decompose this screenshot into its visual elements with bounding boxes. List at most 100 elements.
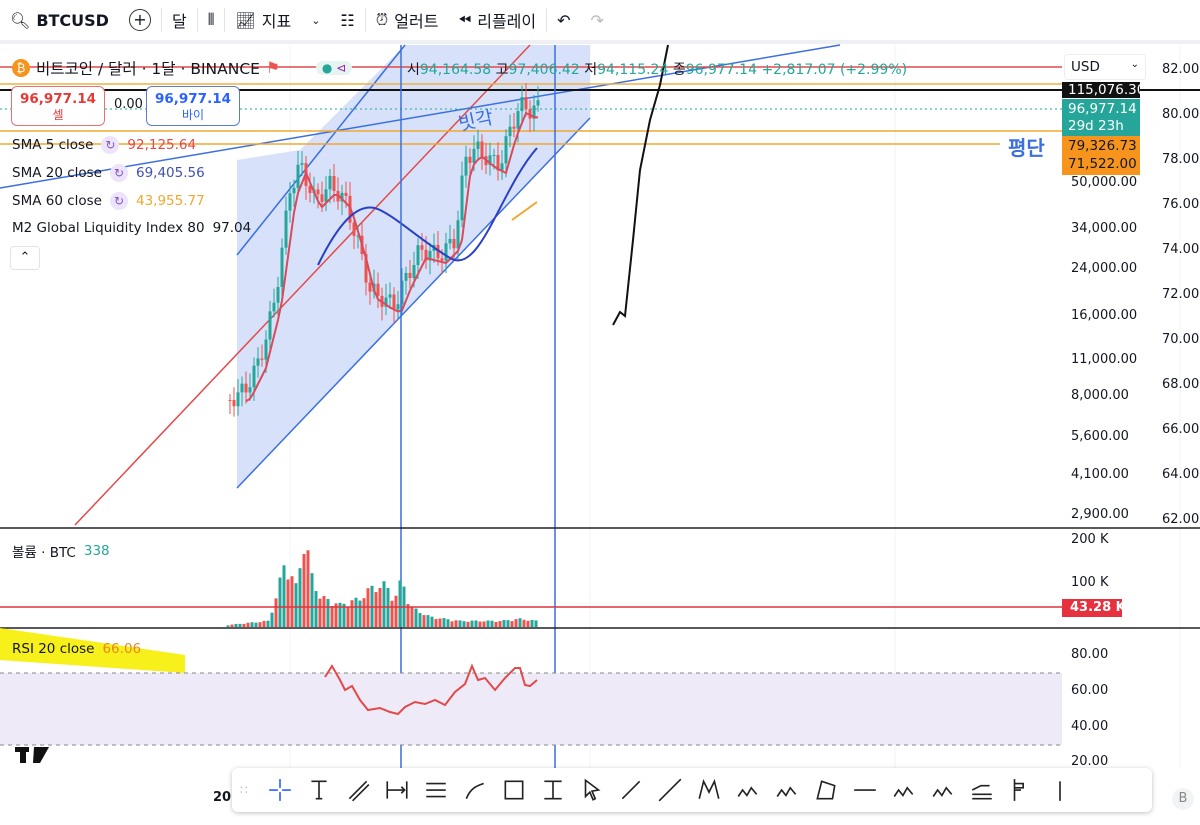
candle-body xyxy=(520,97,524,112)
candle-body xyxy=(468,156,472,163)
volume-bar xyxy=(494,621,498,627)
line-icon xyxy=(621,780,640,800)
m2-axis-label: 68.00 xyxy=(1162,377,1200,392)
rsi-band xyxy=(0,673,1062,745)
collapse-legend-button[interactable]: ⌃ xyxy=(10,246,40,270)
candle-body xyxy=(460,175,464,221)
price-axis-label: 4,100.00 xyxy=(1071,467,1129,482)
annotation-pyeongdan[interactable]: 평단 xyxy=(1008,136,1045,160)
tool-text[interactable] xyxy=(299,772,338,808)
alert-button[interactable]: ⏰︎ 얼러트 xyxy=(375,10,439,31)
indicator-m2[interactable]: M2 Global Liquidity Index 80 97.04 xyxy=(12,220,252,236)
tool-price-range[interactable] xyxy=(533,772,572,808)
indicator-sma60[interactable]: SMA 60 close ↻ 43,955.77 xyxy=(12,192,205,210)
chevron-down-icon: ⌄ xyxy=(311,13,321,27)
price-axis-label: 50,000.00 xyxy=(1071,175,1138,190)
drag-handle-icon[interactable]: ∷ xyxy=(240,783,248,797)
tool-date-range[interactable] xyxy=(377,772,416,808)
symbol-title[interactable]: 비트코인 / 달러 · 1달 · BINANCE xyxy=(36,60,260,78)
currency-select[interactable]: USD ⌄ xyxy=(1064,54,1146,80)
volume-bar xyxy=(530,619,534,627)
candle-body xyxy=(388,294,392,298)
replay-button[interactable]: ⏪︎ 리플레이 xyxy=(458,10,537,31)
volume-bar xyxy=(418,613,422,627)
indicators-icon: 📈︎ xyxy=(235,10,256,30)
tool-elliott-15[interactable] xyxy=(728,772,767,808)
rsi-legend[interactable]: RSI 20 close 66.06 xyxy=(12,641,142,657)
interval-button[interactable]: 달 xyxy=(171,12,187,31)
sma60-line xyxy=(511,201,538,221)
last-price-tag: 96,977.14 29d 23h xyxy=(1062,99,1140,136)
volume-bar xyxy=(466,621,470,627)
sell-button[interactable]: 96,977.14 셀 xyxy=(11,86,105,126)
undo-button[interactable]: ↶ xyxy=(547,0,580,40)
tool-crosshair[interactable] xyxy=(260,772,299,808)
orange-price-tag: 79,326.73 71,522.00 xyxy=(1062,136,1140,175)
parallel-channel-icon xyxy=(425,782,446,798)
indicators-button[interactable]: 📈︎ 지표 ⌄ xyxy=(235,10,321,32)
search-icon: 🔍︎ xyxy=(10,10,31,30)
tool-rectangle[interactable] xyxy=(494,772,533,808)
indicator-sma20[interactable]: SMA 20 close ↻ 69,405.56 xyxy=(12,164,205,182)
volume-bar xyxy=(382,581,386,627)
candle-body xyxy=(476,141,480,149)
tool-wxy[interactable] xyxy=(884,772,923,808)
volume-bar xyxy=(426,615,430,627)
wxy-icon xyxy=(893,786,913,797)
volume-bar xyxy=(442,618,446,627)
volume-legend[interactable]: 볼륨 · BTC 338 xyxy=(12,543,110,561)
tool-arrow-cursor[interactable] xyxy=(572,772,611,808)
tool-line[interactable] xyxy=(611,772,650,808)
volume-bar xyxy=(334,603,338,627)
brush-icon xyxy=(465,782,484,799)
candle-body xyxy=(344,192,348,196)
candle-body xyxy=(288,193,292,211)
arrow-cursor-icon xyxy=(584,778,601,801)
tool-ae[interactable] xyxy=(923,772,962,808)
tool-xabcd[interactable] xyxy=(689,772,728,808)
tool-horizontal-ray[interactable] xyxy=(845,772,884,808)
candle-body xyxy=(384,297,388,307)
long-position-icon xyxy=(1013,779,1024,801)
tool-triangle[interactable] xyxy=(806,772,845,808)
tool-abc[interactable] xyxy=(767,772,806,808)
price-tag-black: 115,076.30 xyxy=(1062,82,1140,98)
divider xyxy=(224,8,226,32)
candle-body xyxy=(244,383,248,393)
volume-bar xyxy=(414,608,418,627)
add-symbol-button[interactable]: + xyxy=(119,0,161,40)
chart-type-button[interactable]: ⫴ xyxy=(198,0,225,40)
price-axis-label: 16,000.00 xyxy=(1071,308,1138,323)
volume-bar xyxy=(486,620,490,627)
tool-long-position[interactable] xyxy=(1001,772,1040,808)
tool-info-line[interactable] xyxy=(1040,772,1079,808)
crosshair-icon xyxy=(268,779,291,801)
sma5-line xyxy=(245,111,539,403)
volume-bar xyxy=(242,623,246,627)
tool-extended-line[interactable] xyxy=(650,772,689,808)
undo-icon: ↶ xyxy=(557,10,571,30)
tool-fib[interactable] xyxy=(962,772,1001,808)
redo-button[interactable]: ↷ xyxy=(581,0,614,40)
candle-body xyxy=(356,235,360,237)
candle-body xyxy=(320,194,324,202)
flag-icon[interactable]: ⚑ xyxy=(265,59,280,77)
tool-parallel-channel[interactable] xyxy=(416,772,455,808)
candle-body xyxy=(404,272,408,281)
candle-body xyxy=(396,304,400,310)
bottom-right-badge[interactable]: B xyxy=(1172,788,1194,810)
candle-body xyxy=(352,222,356,236)
candle-body xyxy=(376,283,380,296)
buy-button[interactable]: 96,977.14 바이 xyxy=(146,86,240,126)
tool-brush[interactable] xyxy=(455,772,494,808)
indicator-sma5[interactable]: SMA 5 close ↻ 92,125.64 xyxy=(12,136,197,154)
chevron-down-icon: ⌄ xyxy=(1130,59,1139,70)
volume-bar xyxy=(422,615,426,627)
volume-bar xyxy=(534,620,538,627)
symbol-search[interactable]: 🔍︎ BTCUSD xyxy=(10,10,109,30)
layouts-button[interactable]: ☷ xyxy=(330,0,364,40)
price-axis-label: 2,900.00 xyxy=(1071,507,1129,522)
volume-bar xyxy=(258,622,262,627)
tool-trend-line-pair[interactable] xyxy=(338,772,377,808)
